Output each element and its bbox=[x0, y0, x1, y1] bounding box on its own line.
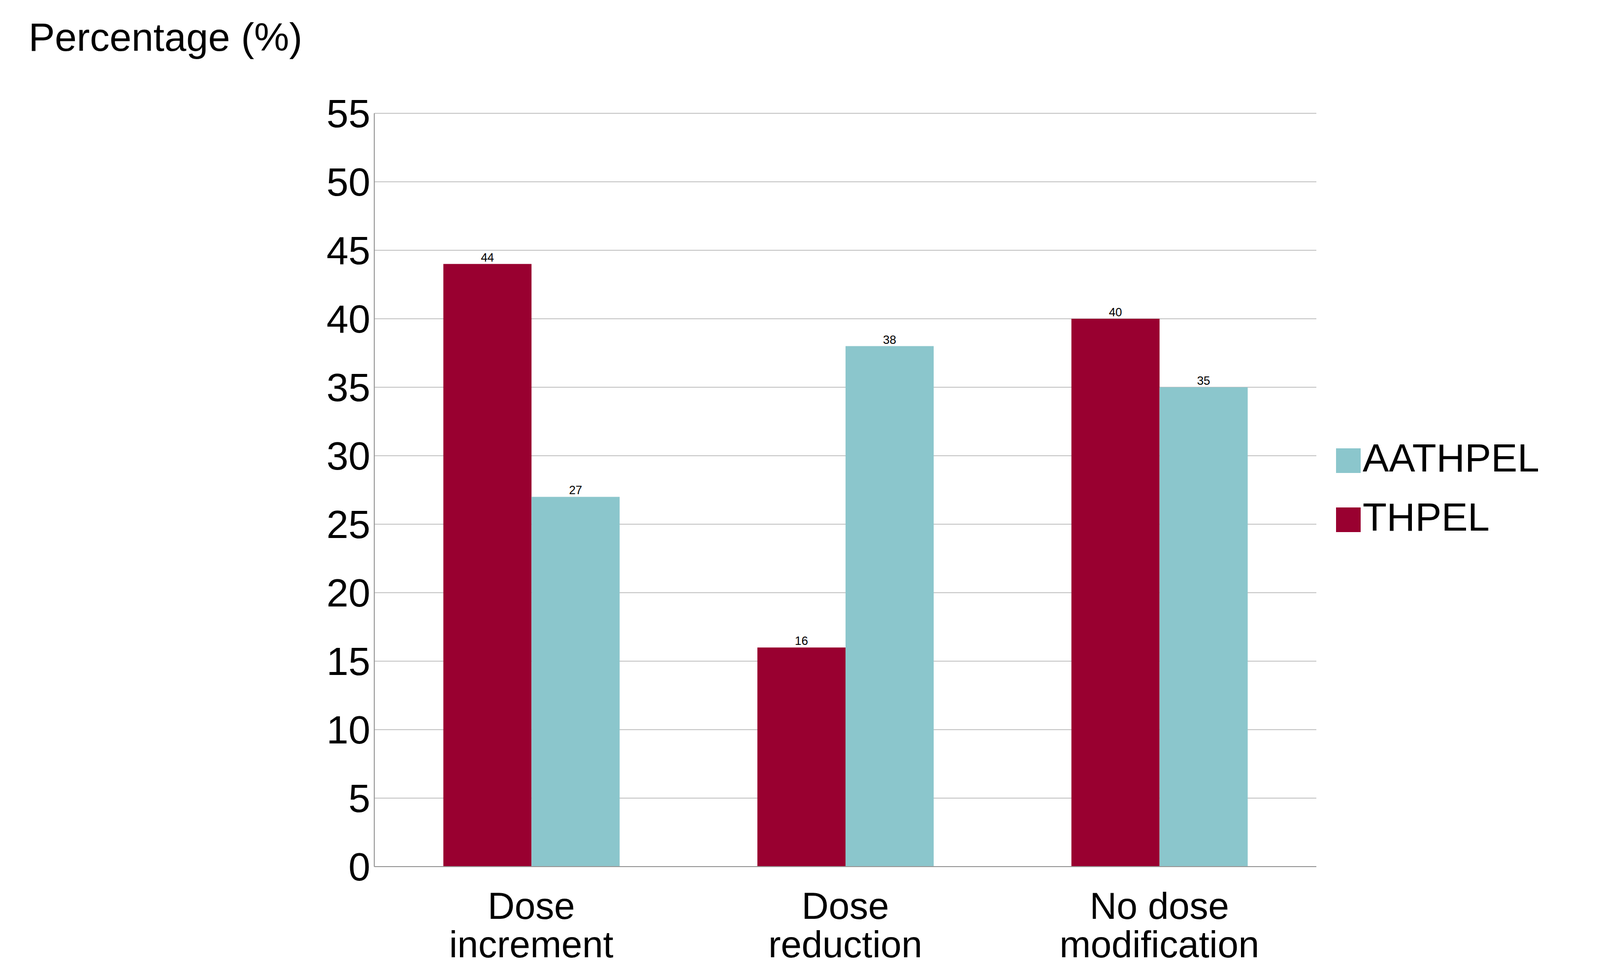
svg-text:5: 5 bbox=[348, 776, 371, 820]
svg-text:10: 10 bbox=[326, 707, 371, 752]
html-text:AATHPEL: AATHPEL bbox=[1362, 435, 1540, 480]
svg-text:Dose: Dose bbox=[487, 884, 575, 927]
svg-text:20: 20 bbox=[326, 570, 371, 615]
svg-text:reduction: reduction bbox=[768, 922, 923, 965]
svg-text:38: 38 bbox=[882, 332, 897, 347]
svg-text:15: 15 bbox=[326, 639, 371, 684]
svg-text:45: 45 bbox=[326, 228, 371, 273]
html-text:Percentage (%): Percentage (%) bbox=[28, 15, 303, 60]
svg-text:modification: modification bbox=[1059, 922, 1260, 965]
svg-text:27: 27 bbox=[568, 483, 583, 497]
svg-text:16: 16 bbox=[794, 633, 809, 648]
svg-text:44: 44 bbox=[480, 250, 494, 264]
svg-text:35: 35 bbox=[1197, 373, 1211, 388]
svg-text:Dose: Dose bbox=[801, 884, 889, 927]
svg-text:35: 35 bbox=[326, 365, 371, 410]
svg-text:increment: increment bbox=[449, 922, 614, 965]
html-text:THPEL: THPEL bbox=[1362, 494, 1490, 539]
svg-text:0: 0 bbox=[348, 844, 371, 889]
svg-text:55: 55 bbox=[326, 91, 371, 136]
svg-text:40: 40 bbox=[326, 296, 371, 341]
svg-text:40: 40 bbox=[1109, 305, 1123, 319]
svg-text:30: 30 bbox=[326, 433, 371, 478]
svg-text:50: 50 bbox=[326, 160, 371, 204]
svg-text:25: 25 bbox=[326, 502, 371, 547]
svg-text:No dose: No dose bbox=[1089, 884, 1230, 927]
